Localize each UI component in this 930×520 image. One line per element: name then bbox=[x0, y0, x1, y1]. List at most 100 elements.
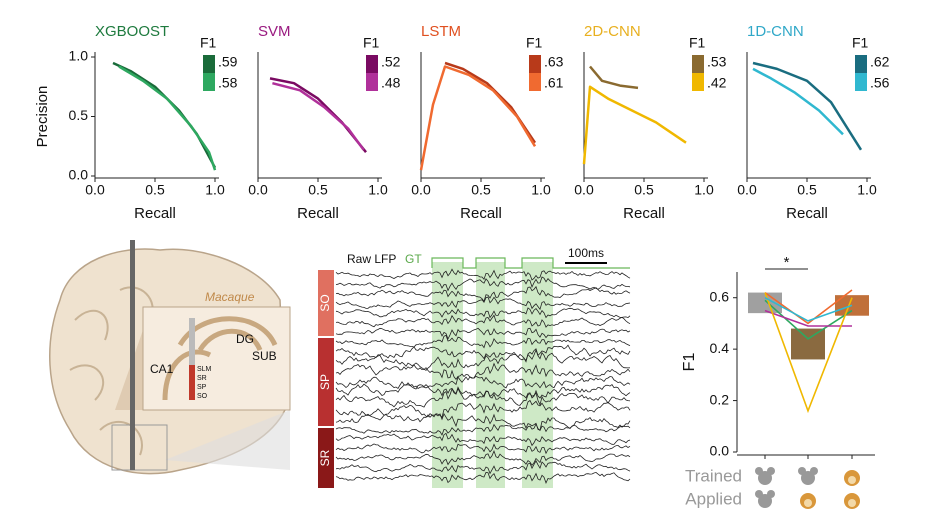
lfp-trace bbox=[335, 334, 631, 349]
legend-swatch bbox=[203, 55, 215, 73]
lfp-panel: SO SP SR Raw LFP GT 100ms bbox=[318, 246, 631, 488]
legend-label: .63 bbox=[544, 54, 564, 70]
x-tick-label: 0.5 bbox=[145, 182, 165, 198]
lfp-trace bbox=[335, 375, 631, 390]
layer-tag: SO bbox=[318, 294, 332, 311]
row-label: Applied bbox=[685, 489, 742, 508]
gt-label: GT bbox=[405, 252, 422, 266]
lfp-trace bbox=[335, 268, 631, 281]
pr-curve bbox=[589, 65, 639, 90]
pr-curve bbox=[419, 65, 537, 171]
lfp-trace bbox=[335, 362, 631, 380]
x-tick-label: 0.5 bbox=[797, 182, 817, 198]
x-tick-label: 0.5 bbox=[471, 182, 491, 198]
pr-curve bbox=[582, 85, 687, 165]
legend-swatch bbox=[855, 55, 867, 73]
x-tick-label: 0.5 bbox=[634, 182, 654, 198]
lfp-trace bbox=[335, 307, 631, 319]
y-tick-label: 0.2 bbox=[710, 391, 730, 407]
lfp-trace bbox=[335, 314, 631, 328]
legend-swatch bbox=[366, 55, 378, 73]
legend-label: .62 bbox=[870, 54, 890, 70]
legend-title: F1 bbox=[526, 35, 543, 51]
legend-swatch bbox=[855, 73, 867, 91]
x-tick-label: 0.0 bbox=[248, 182, 268, 198]
layer-label: SO bbox=[197, 393, 208, 400]
x-tick-label: 0.0 bbox=[574, 182, 594, 198]
x-axis-label: Recall bbox=[297, 205, 339, 222]
chart-title: SVM bbox=[258, 23, 291, 40]
legend-label: .53 bbox=[707, 54, 727, 70]
legend-title: F1 bbox=[689, 35, 706, 51]
lfp-trace bbox=[335, 348, 631, 371]
pr-curve bbox=[118, 65, 217, 171]
species-label: Macaque bbox=[205, 290, 255, 304]
lfp-trace bbox=[335, 471, 631, 484]
x-tick-label: 1.0 bbox=[205, 182, 225, 198]
layer-label: SLM bbox=[197, 366, 212, 373]
pr-curve bbox=[752, 67, 844, 136]
pr-curve bbox=[272, 81, 365, 151]
row-label: Trained bbox=[685, 466, 742, 485]
legend-title: F1 bbox=[200, 35, 217, 51]
f1-line bbox=[764, 309, 852, 327]
legend-label: .58 bbox=[218, 75, 238, 91]
legend-label: .56 bbox=[870, 75, 890, 91]
legend-swatch bbox=[529, 73, 541, 91]
f1-line bbox=[764, 289, 853, 325]
lfp-trace bbox=[335, 412, 631, 431]
legend-swatch bbox=[529, 55, 541, 73]
region-label: DG bbox=[236, 332, 254, 346]
legend-label: .42 bbox=[707, 75, 727, 91]
scale-label: 100ms bbox=[568, 246, 604, 260]
y-axis-label: Precision bbox=[34, 86, 51, 148]
legend-swatch bbox=[366, 73, 378, 91]
x-tick-label: 0.0 bbox=[737, 182, 757, 198]
lfp-trace bbox=[335, 285, 631, 303]
y-tick-label: 0.0 bbox=[69, 167, 89, 183]
lfp-trace bbox=[335, 296, 631, 311]
legend-swatch bbox=[203, 73, 215, 91]
lfp-trace bbox=[335, 423, 631, 436]
layer-label: SR bbox=[197, 375, 207, 382]
y-axis-label: F1 bbox=[681, 353, 698, 372]
f1-line bbox=[764, 292, 853, 414]
lfp-trace bbox=[335, 443, 631, 455]
legend-title: F1 bbox=[363, 35, 380, 51]
legend-label: .61 bbox=[544, 75, 564, 91]
lfp-trace bbox=[335, 450, 631, 466]
y-tick-label: 0.0 bbox=[710, 443, 730, 459]
significance-mark: * bbox=[784, 254, 790, 271]
lfp-trace bbox=[335, 344, 631, 363]
legend-title: F1 bbox=[852, 35, 869, 51]
lfp-trace bbox=[335, 327, 631, 340]
x-tick-label: 0.0 bbox=[411, 182, 431, 198]
y-tick-label: 0.5 bbox=[69, 107, 89, 123]
legend-label: .52 bbox=[381, 54, 401, 70]
x-tick-label: 1.0 bbox=[857, 182, 877, 198]
y-tick-label: 0.4 bbox=[710, 340, 730, 356]
pr-curve bbox=[112, 61, 217, 169]
x-axis-label: Recall bbox=[460, 205, 502, 222]
chart-title: 1D-CNN bbox=[747, 23, 804, 40]
lfp-trace bbox=[335, 387, 631, 408]
f1-line bbox=[764, 299, 853, 340]
f1-line bbox=[764, 296, 853, 322]
pr-curve bbox=[269, 77, 367, 153]
x-tick-label: 0.0 bbox=[85, 182, 105, 198]
layer-tag: SR bbox=[318, 449, 332, 466]
x-tick-label: 1.0 bbox=[368, 182, 388, 198]
chart-title: LSTM bbox=[421, 23, 461, 40]
legend-label: .48 bbox=[381, 75, 401, 91]
box bbox=[791, 328, 825, 360]
layer-tag: SP bbox=[318, 374, 332, 390]
legend-label: .59 bbox=[218, 54, 238, 70]
legend-swatch bbox=[692, 55, 704, 73]
layer-label: SP bbox=[197, 384, 207, 391]
lfp-trace bbox=[335, 432, 631, 447]
x-tick-label: 1.0 bbox=[531, 182, 551, 198]
x-axis-label: Recall bbox=[134, 205, 176, 222]
chart-title: 2D-CNN bbox=[584, 23, 641, 40]
y-tick-label: 0.6 bbox=[710, 288, 730, 304]
